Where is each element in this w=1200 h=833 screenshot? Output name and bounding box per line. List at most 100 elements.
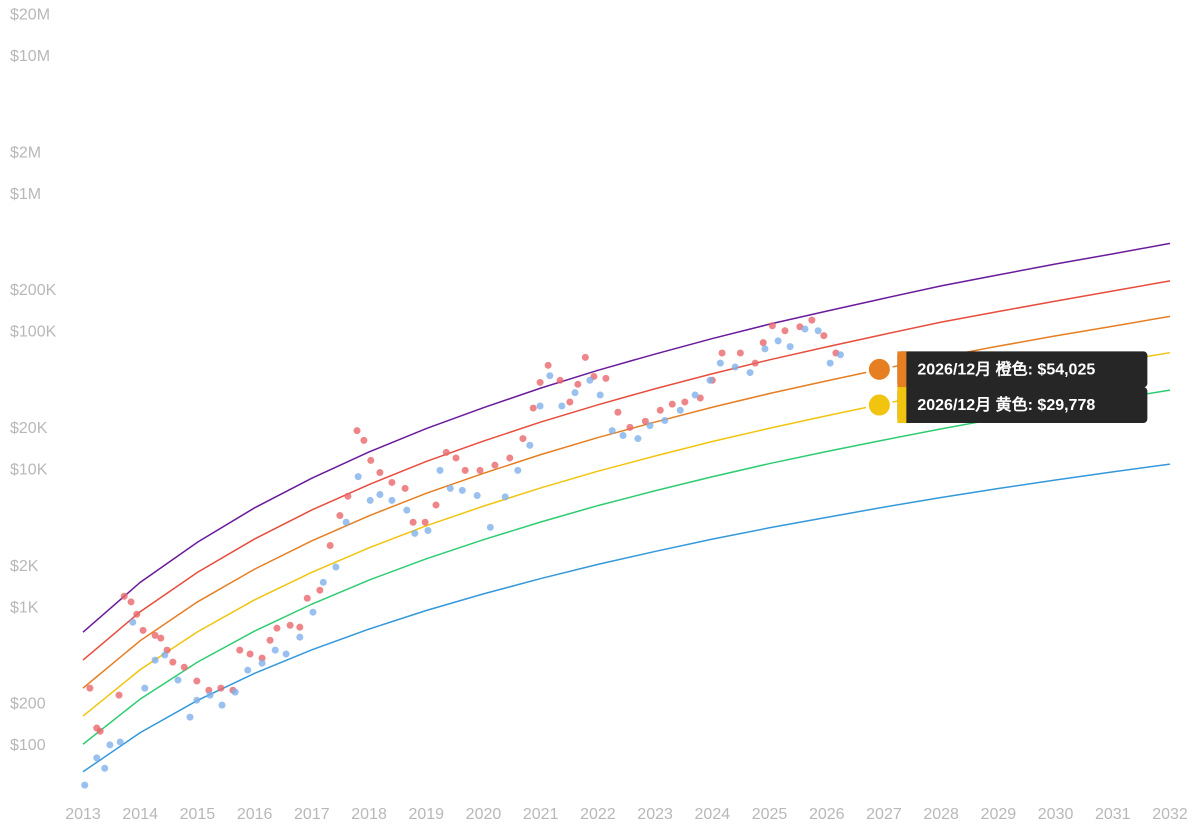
price-point xyxy=(366,496,374,504)
price-point xyxy=(101,764,109,772)
price-point xyxy=(731,363,739,371)
y-tick-label: $10M xyxy=(10,48,50,65)
tooltip-box xyxy=(897,351,1148,388)
price-point xyxy=(332,563,340,571)
price-point xyxy=(786,343,794,351)
price-point xyxy=(646,422,654,430)
price-point xyxy=(706,376,714,384)
price-point xyxy=(236,646,244,654)
price-point xyxy=(161,651,169,659)
price-point xyxy=(180,663,188,671)
price-point xyxy=(353,427,361,435)
price-point xyxy=(432,501,440,509)
price-point xyxy=(602,374,610,382)
price-point xyxy=(774,337,782,345)
y-tick-label: $1K xyxy=(10,599,39,616)
price-point xyxy=(486,523,494,531)
band-line xyxy=(82,280,1171,661)
price-point xyxy=(746,369,754,377)
price-point xyxy=(424,527,432,535)
price-point xyxy=(619,431,627,439)
price-point xyxy=(344,492,352,500)
y-tick-label: $20M xyxy=(10,7,50,24)
price-point xyxy=(544,361,552,369)
price-point xyxy=(436,466,444,474)
price-point xyxy=(258,654,266,662)
price-point xyxy=(558,402,566,410)
price-point xyxy=(461,466,469,474)
price-point xyxy=(614,408,622,416)
price-point xyxy=(556,376,564,384)
tooltip-text: 2026/12月 橙色: $54,025 xyxy=(917,360,1095,379)
band-line xyxy=(82,389,1171,745)
price-point xyxy=(759,339,767,347)
tooltip-strip xyxy=(897,351,907,388)
price-point xyxy=(282,650,290,658)
price-point xyxy=(81,781,89,789)
price-point xyxy=(273,624,281,632)
price-point xyxy=(519,435,527,443)
price-point xyxy=(93,754,101,762)
x-tick-label: 2021 xyxy=(523,806,559,823)
x-tick-label: 2017 xyxy=(294,806,330,823)
price-point xyxy=(303,594,311,602)
price-point xyxy=(571,389,579,397)
tooltip-marker xyxy=(865,391,893,419)
tooltip-text: 2026/12月 黄色: $29,778 xyxy=(917,395,1095,414)
price-point xyxy=(193,696,201,704)
price-point xyxy=(217,684,225,692)
price-point xyxy=(296,633,304,641)
price-point xyxy=(376,469,384,477)
price-point xyxy=(309,608,317,616)
price-point xyxy=(376,490,384,498)
price-point xyxy=(501,493,509,501)
x-tick-label: 2031 xyxy=(1095,806,1131,823)
tooltip-box xyxy=(897,387,1148,424)
price-point xyxy=(266,636,274,644)
price-point xyxy=(446,484,454,492)
y-tick-label: $20K xyxy=(10,420,48,437)
band-line xyxy=(82,463,1171,773)
price-point xyxy=(596,391,604,399)
price-point xyxy=(581,353,589,361)
price-point xyxy=(691,391,699,399)
price-point xyxy=(820,332,828,340)
price-point xyxy=(781,327,789,335)
y-tick-label: $10K xyxy=(10,462,48,479)
price-point xyxy=(151,631,159,639)
price-point xyxy=(656,406,664,414)
price-point xyxy=(826,359,834,367)
price-point xyxy=(566,398,574,406)
x-tick-label: 2014 xyxy=(122,806,158,823)
price-point xyxy=(246,650,254,658)
price-point xyxy=(106,741,114,749)
price-point xyxy=(411,529,419,537)
x-tick-label: 2018 xyxy=(351,806,387,823)
price-point xyxy=(206,691,214,699)
price-point xyxy=(271,646,279,654)
price-point xyxy=(319,578,327,586)
x-tick-label: 2030 xyxy=(1038,806,1074,823)
price-point xyxy=(127,598,135,606)
x-tick-label: 2022 xyxy=(580,806,616,823)
price-point xyxy=(141,684,149,692)
price-point xyxy=(641,417,649,425)
price-point xyxy=(360,436,368,444)
x-tick-label: 2028 xyxy=(923,806,959,823)
price-point xyxy=(536,402,544,410)
price-point xyxy=(174,676,182,684)
price-point xyxy=(526,441,534,449)
price-point xyxy=(529,404,537,412)
price-point xyxy=(169,658,177,666)
x-tick-label: 2019 xyxy=(408,806,444,823)
price-point xyxy=(608,427,616,435)
price-point xyxy=(157,634,165,642)
y-tick-label: $2K xyxy=(10,558,39,575)
x-tick-label: 2032 xyxy=(1152,806,1188,823)
price-point xyxy=(244,666,252,674)
price-point xyxy=(120,592,128,600)
price-point xyxy=(546,372,554,380)
price-point xyxy=(634,435,642,443)
price-point xyxy=(836,351,844,359)
band-line xyxy=(82,242,1171,633)
